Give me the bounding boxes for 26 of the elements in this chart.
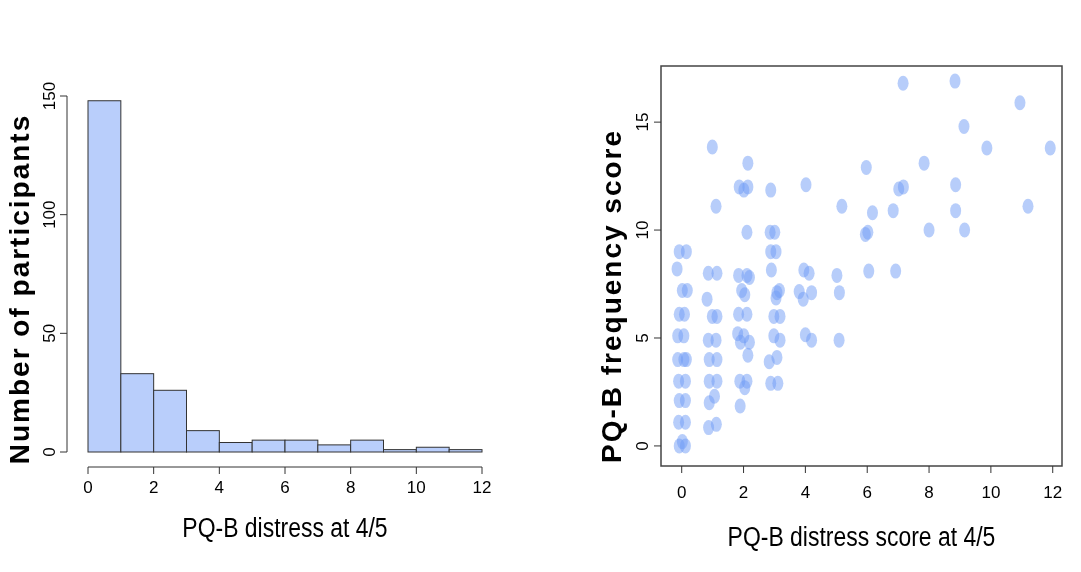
x-tick-label: 0 [83,478,93,497]
y-tick-label: 50 [40,323,59,343]
y-tick-label: 0 [633,441,652,451]
x-tick-label: 4 [800,483,811,502]
y-axis-title: PQ-B frequency score [596,128,627,464]
x-tick-label: 4 [214,478,225,497]
y-tick-label: 0 [40,447,59,457]
x-tick-label: 0 [676,483,687,502]
y-axis-title: Number of participants [4,113,35,465]
x-tick-label: 8 [924,483,934,502]
x-axis-title: PQ-B distress at 4/5 [182,512,388,543]
x-tick-label: 8 [345,478,356,497]
x-tick-label: 6 [862,483,872,502]
x-tick-label: 6 [280,478,290,497]
y-tick-label: 15 [633,112,652,132]
x-tick-label: 10 [981,483,1001,502]
y-tick-label: 150 [40,81,59,111]
x-tick-label: 10 [406,478,426,497]
x-tick-label: 12 [1043,483,1063,502]
x-tick-label: 12 [472,478,492,497]
y-tick-label: 100 [40,200,59,229]
y-tick-label: 5 [633,333,652,343]
x-tick-label: 2 [148,478,159,497]
x-tick-label: 2 [738,483,749,502]
y-tick-label: 10 [633,220,652,240]
x-axis-title: PQ-B distress score at 4/5 [727,521,996,552]
